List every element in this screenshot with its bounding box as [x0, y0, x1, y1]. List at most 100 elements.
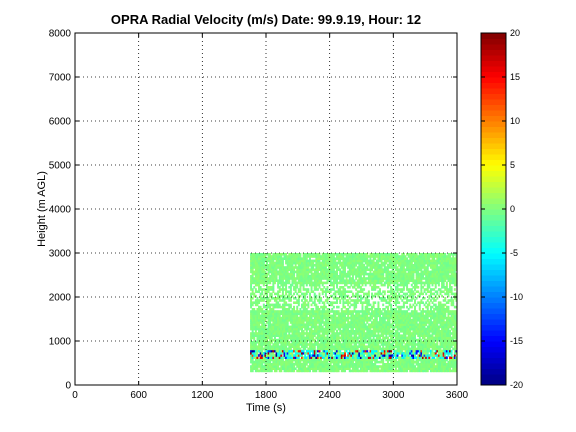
heatmap-cell [264, 327, 267, 331]
heatmap-cell [301, 261, 304, 265]
heatmap-cell [285, 321, 288, 324]
heatmap-cell [316, 336, 319, 340]
heatmap-cell [396, 321, 399, 324]
heatmap-cell [269, 358, 272, 362]
heatmap-cell [253, 314, 256, 318]
heatmap-cell [347, 356, 350, 359]
heatmap-cell [270, 367, 273, 370]
heatmap-cell [294, 349, 297, 353]
heatmap-cell [417, 365, 420, 368]
heatmap-cell [379, 334, 381, 337]
heatmap-cell [399, 294, 402, 298]
heatmap-cell [264, 332, 267, 335]
heatmap-cell [321, 275, 324, 278]
heatmap-cell [269, 319, 272, 322]
heatmap-cell [420, 316, 423, 320]
heatmap-cell [418, 347, 421, 351]
heatmap-cell [285, 286, 288, 289]
heatmap-cell [377, 268, 380, 271]
heatmap-cell [415, 360, 418, 364]
heatmap-cell [423, 257, 426, 260]
heatmap-cell [417, 275, 420, 278]
heatmap-cell [350, 321, 353, 324]
heatmap-cell [372, 266, 375, 269]
heatmap-cell [391, 316, 394, 320]
heatmap-cell [304, 312, 307, 315]
heatmap-cell [382, 316, 385, 320]
heatmap-cell [396, 363, 399, 366]
heatmap-cell [302, 253, 305, 256]
heatmap-cell [372, 323, 375, 326]
heatmap-cell [369, 316, 372, 320]
heatmap-cell [253, 365, 256, 368]
heatmap-cell [336, 312, 339, 315]
heatmap-cell [351, 336, 354, 340]
heatmap-cell [320, 281, 323, 285]
heatmap-cell [312, 266, 315, 269]
heatmap-cell [380, 356, 383, 359]
heatmap-cell [297, 367, 300, 370]
heatmap-cell [302, 257, 305, 260]
heatmap-cell [336, 347, 339, 351]
heatmap-cell [305, 330, 308, 333]
heatmap-cell [328, 338, 331, 342]
heatmap-cell [414, 308, 417, 311]
heatmap-cell [347, 266, 350, 269]
heatmap-cell [286, 316, 289, 320]
heatmap-cell [269, 294, 272, 298]
heatmap-cell [261, 360, 264, 364]
heatmap-cell [261, 279, 264, 282]
heatmap-cell [380, 272, 383, 276]
heatmap-cell [366, 277, 369, 280]
heatmap-cell [404, 259, 407, 263]
heatmap-cell [308, 279, 311, 282]
heatmap-cell [351, 255, 354, 258]
heatmap-cell [313, 259, 316, 263]
heatmap-cell [409, 312, 412, 315]
heatmap-cell [302, 369, 305, 373]
heatmap-cell [304, 253, 307, 256]
heatmap-cell [342, 299, 345, 302]
heatmap-cell [371, 316, 374, 320]
heatmap-cell [358, 272, 361, 276]
heatmap-cell [414, 259, 417, 263]
heatmap-cell [386, 297, 389, 300]
heatmap-cell [277, 281, 280, 285]
heatmap-cell [345, 308, 348, 311]
heatmap-cell [379, 314, 381, 318]
heatmap-cell [348, 261, 351, 265]
heatmap-cell [293, 358, 296, 362]
heatmap-cell [272, 264, 275, 267]
heatmap-cell [334, 334, 337, 337]
heatmap-cell [355, 281, 358, 285]
heatmap-cell [359, 288, 362, 291]
heatmap-cell [363, 268, 366, 271]
heatmap-cell [316, 312, 319, 315]
heatmap-cell [348, 334, 351, 337]
heatmap-cell [377, 279, 380, 282]
heatmap-cell [291, 345, 294, 348]
heatmap-cell [307, 305, 310, 309]
heatmap-cell [315, 316, 318, 320]
heatmap-cell [340, 314, 343, 318]
heatmap-cell [412, 316, 415, 320]
heatmap-cell [386, 369, 389, 373]
heatmap-cell [372, 253, 375, 256]
heatmap-cell [340, 261, 343, 265]
heatmap-cell [261, 367, 264, 370]
heatmap-cell [296, 343, 299, 346]
heatmap-cell [351, 292, 354, 296]
heatmap-cell [372, 264, 375, 267]
heatmap-cell [415, 316, 418, 320]
heatmap-cell [367, 316, 370, 320]
heatmap-cell [367, 356, 370, 359]
heatmap-cell [393, 358, 396, 362]
heatmap-cell [277, 323, 280, 326]
heatmap-cell [285, 334, 288, 337]
heatmap-cell [336, 281, 339, 285]
heatmap-cell [250, 325, 253, 329]
heatmap-cell [305, 343, 308, 346]
heatmap-cell [361, 356, 364, 359]
heatmap-cell [332, 356, 335, 359]
heatmap-cell [377, 330, 380, 333]
